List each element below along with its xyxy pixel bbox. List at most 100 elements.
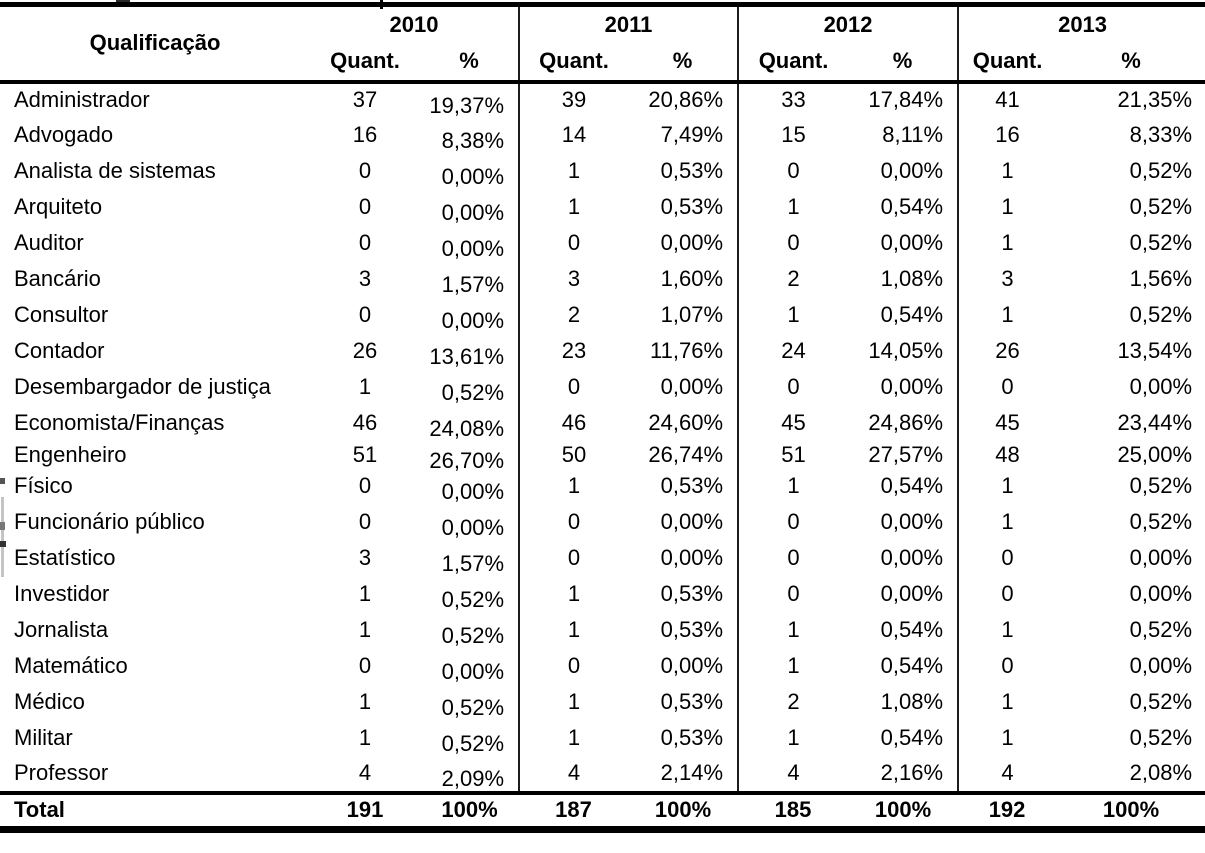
quant-2012-cell: 0 (737, 576, 849, 613)
qualification-cell: Funcionário público (14, 509, 205, 535)
quant-2012-cell: 15 (737, 117, 849, 154)
table-row: Jornalista 1 0,52% 1 0,53% 1 0,54% 1 0,5… (0, 612, 1205, 649)
quant-header-2010: Quant. (330, 47, 400, 73)
quant-2011-cell: 0 (518, 540, 629, 577)
quant-2013-cell: 0 (957, 540, 1057, 577)
pct-header-2013: % (1121, 47, 1141, 73)
left-margin-artifact (0, 541, 6, 547)
total-pct-2010: 100% (441, 797, 498, 823)
left-margin-artifact (0, 522, 5, 530)
qualification-cell: Médico (14, 689, 85, 715)
pct-2012-cell: 0,54% (880, 302, 944, 328)
table-footer: Total 191 100% 187 100% 185 100% 192 100… (0, 792, 1205, 830)
pct-2010-cell: 19,37% (429, 93, 505, 119)
table-row: Estatístico 3 1,57% 0 0,00% 0 0,00% 0 0,… (0, 540, 1205, 577)
table-row: Bancário 3 1,57% 3 1,60% 2 1,08% 3 1,56% (0, 261, 1205, 298)
pct-2012-cell: 17,84% (868, 87, 944, 113)
table-row: Arquiteto 0 0,00% 1 0,53% 1 0,54% 1 0,52… (0, 189, 1205, 226)
qualification-cell: Auditor (14, 230, 84, 256)
qualification-cell: Físico (14, 473, 73, 499)
left-margin-artifact (1, 497, 4, 577)
quant-2013-cell: 0 (957, 369, 1057, 406)
quant-2013-cell: 45 (957, 405, 1057, 442)
subheader-row: Quant. % Quant. % Quant. % Quant. % (0, 42, 1205, 82)
pct-2012-cell: 1,08% (880, 266, 944, 292)
table-row: Físico 0 0,00% 1 0,53% 1 0,54% 1 0,52% (0, 468, 1205, 505)
pct-2011-cell: 0,53% (660, 617, 724, 643)
quant-2011-cell: 1 (518, 612, 629, 649)
quant-2013-cell: 16 (957, 117, 1057, 154)
quant-2010-cell: 1 (358, 617, 372, 643)
quant-2011-cell: 23 (518, 333, 629, 370)
quant-2013-cell: 1 (957, 684, 1057, 721)
quant-2012-cell: 0 (737, 225, 849, 262)
pct-2012-cell: 0,00% (880, 545, 944, 571)
qualification-column-header: Qualificação (89, 30, 221, 56)
pct-2013-cell: 0,00% (1129, 581, 1193, 607)
quant-2013-cell: 1 (957, 297, 1057, 334)
pct-2010-cell: 0,00% (441, 200, 505, 226)
quant-2012-cell: 1 (737, 648, 849, 685)
total-row: Total 191 100% 187 100% 185 100% 192 100… (0, 792, 1205, 830)
table-row: Analista de sistemas 0 0,00% 1 0,53% 0 0… (0, 153, 1205, 190)
quant-header-2012: Quant. (737, 42, 849, 82)
quant-2010-cell: 0 (358, 230, 372, 256)
pct-2012-cell: 14,05% (868, 338, 944, 364)
table-row: Economista/Finanças 46 24,08% 46 24,60% … (0, 405, 1205, 442)
quant-2010-cell: 0 (358, 473, 372, 499)
qualification-cell: Economista/Finanças (14, 410, 225, 436)
qualification-cell: Analista de sistemas (14, 158, 216, 184)
pct-2011-cell: 0,53% (660, 194, 724, 220)
quant-2011-cell: 46 (518, 405, 629, 442)
pct-2013-cell: 0,52% (1129, 617, 1193, 643)
qualification-cell: Advogado (14, 122, 114, 148)
quant-2010-cell: 0 (358, 194, 372, 220)
pct-2012-cell: 0,54% (880, 725, 944, 751)
total-quant-2010: 191 (346, 797, 384, 823)
pct-2010-cell: 0,52% (441, 731, 505, 757)
quant-2012-cell: 1 (737, 612, 849, 649)
pct-2012-cell: 0,00% (880, 230, 944, 256)
quant-2012-cell: 0 (737, 540, 849, 577)
qualification-cell: Contador (14, 338, 105, 364)
pct-2010-cell: 0,00% (441, 479, 505, 505)
pct-2011-cell: 0,00% (660, 509, 724, 535)
quant-2010-cell: 0 (358, 302, 372, 328)
quant-2013-cell: 4 (957, 756, 1057, 793)
pct-2013-cell: 0,00% (1129, 653, 1193, 679)
pct-2012-cell: 0,00% (880, 509, 944, 535)
quant-2010-cell: 46 (352, 410, 378, 436)
pct-header-2010: % (459, 47, 479, 73)
quant-2013-cell: 1 (957, 720, 1057, 757)
quant-2011-cell: 2 (518, 297, 629, 334)
quant-2011-cell: 0 (518, 225, 629, 262)
quant-2011-cell: 1 (518, 189, 629, 226)
quant-2013-cell: 1 (957, 153, 1057, 190)
quant-2013-cell: 0 (957, 648, 1057, 685)
quant-2011-cell: 1 (518, 153, 629, 190)
quant-2013-cell: 1 (957, 612, 1057, 649)
year-header-2013: 2013 (957, 4, 1205, 43)
quant-2013-cell: 1 (957, 189, 1057, 226)
pct-2012-cell: 2,16% (880, 760, 944, 786)
pct-2013-cell: 0,00% (1129, 545, 1193, 571)
pct-2010-cell: 1,57% (441, 551, 505, 577)
left-margin-artifact (0, 478, 5, 484)
quant-2011-cell: 14 (518, 117, 629, 154)
quant-2013-cell: 0 (957, 576, 1057, 613)
quant-2012-cell: 0 (737, 504, 849, 541)
table-row: Investidor 1 0,52% 1 0,53% 0 0,00% 0 0,0… (0, 576, 1205, 613)
quant-2010-cell: 3 (358, 545, 372, 571)
pct-2012-cell: 8,11% (882, 122, 944, 148)
qualification-cell: Bancário (14, 266, 101, 292)
quant-2012-cell: 45 (737, 405, 849, 442)
pct-2010-cell: 0,52% (441, 380, 505, 406)
table-row: Consultor 0 0,00% 2 1,07% 1 0,54% 1 0,52… (0, 297, 1205, 334)
quant-2013-cell: 1 (957, 225, 1057, 262)
table-row: Advogado 16 8,38% 14 7,49% 15 8,11% 16 8… (0, 117, 1205, 154)
pct-2010-cell: 0,52% (441, 623, 505, 649)
pct-2012-cell: 0,54% (880, 473, 944, 499)
pct-2011-cell: 0,53% (660, 158, 724, 184)
year-header-2010: 2010 (389, 11, 439, 37)
pct-2011-cell: 26,74% (648, 441, 724, 467)
